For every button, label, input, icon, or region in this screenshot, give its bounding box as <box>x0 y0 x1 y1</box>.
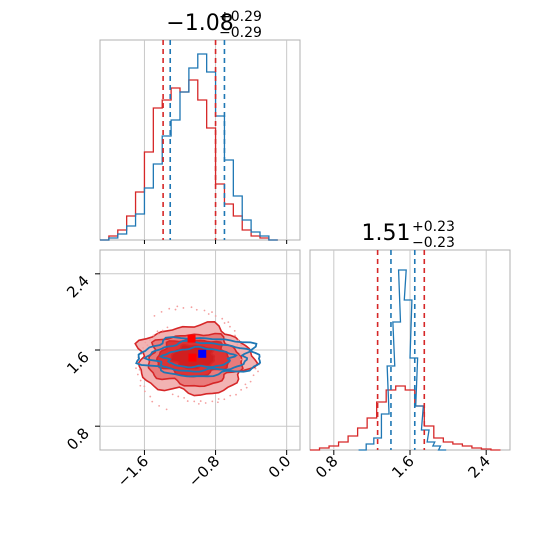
sample-point <box>204 402 207 404</box>
sample-point <box>158 405 161 407</box>
sample-point <box>197 402 200 405</box>
sample-point <box>160 310 163 313</box>
x-tick-label: −1.6 <box>114 452 152 490</box>
sample-point <box>136 373 139 376</box>
sample-point <box>223 398 226 401</box>
x-tick-label: 2.4 <box>464 452 494 482</box>
sample-point <box>227 321 230 324</box>
param2-title-minus: −0.23 <box>412 235 455 251</box>
sample-point <box>139 384 142 387</box>
sample-point <box>240 344 242 347</box>
point-marker <box>188 353 197 362</box>
sample-point <box>252 374 255 377</box>
sample-point <box>236 343 239 346</box>
sample-point <box>149 339 151 342</box>
param1-title-value: −1.08 <box>166 11 233 36</box>
point-marker <box>198 349 207 358</box>
sample-point <box>161 329 164 332</box>
sample-point <box>157 333 160 336</box>
histogram-series-1 <box>358 269 447 451</box>
sample-point <box>207 313 210 315</box>
sample-point <box>146 344 149 347</box>
sample-point <box>199 400 202 402</box>
sample-point <box>229 325 231 328</box>
density-contour-blue <box>135 336 262 378</box>
param1-title-plus: +0.29 <box>219 9 262 25</box>
sample-point <box>235 393 237 396</box>
density-contour-blue <box>143 339 253 373</box>
sample-point <box>168 307 171 310</box>
sample-point <box>257 370 259 373</box>
sample-point <box>229 394 232 397</box>
histogram-series-1 <box>100 53 278 241</box>
sample-point <box>176 305 179 308</box>
sample-point <box>139 379 142 382</box>
param2-title-value: 1.51 <box>362 221 411 246</box>
sample-point <box>186 400 189 402</box>
sample-point <box>171 393 174 396</box>
panel-hist-param1 <box>99 39 301 244</box>
sample-point <box>211 400 214 403</box>
sample-point <box>217 398 220 400</box>
sample-point <box>223 322 226 324</box>
sample-point <box>151 400 154 403</box>
sample-point <box>135 367 137 370</box>
sample-point <box>249 380 252 383</box>
sample-point <box>165 408 168 411</box>
sample-point <box>203 309 206 312</box>
sample-point <box>166 326 169 329</box>
sample-point <box>216 401 219 404</box>
sample-point <box>195 308 198 311</box>
sample-point <box>234 334 236 337</box>
y-tick-label: 0.8 <box>63 424 93 454</box>
sample-point <box>239 358 242 361</box>
histogram-series-0 <box>310 385 501 451</box>
sample-point <box>152 334 155 337</box>
param1-title-minus: −0.29 <box>219 25 262 41</box>
sample-point <box>153 314 156 317</box>
x-tick-label: 0.8 <box>312 452 342 482</box>
sample-point <box>254 367 257 370</box>
sample-point <box>182 307 185 309</box>
sample-point <box>149 395 152 398</box>
density-contour-blue <box>158 345 238 369</box>
sample-point <box>183 396 186 399</box>
sample-point <box>144 341 147 344</box>
sample-point <box>193 400 196 403</box>
y-tick-label: 1.6 <box>63 348 93 378</box>
panel-hist-param2: 0.8 1.6 2.4 <box>309 249 511 482</box>
sample-point <box>240 388 243 391</box>
x-tick-label: 0.0 <box>265 452 295 482</box>
sample-point <box>211 311 213 313</box>
sample-point <box>214 315 217 317</box>
param1-title: −1.08 <box>166 11 233 36</box>
y-tick-label: 2.4 <box>63 272 93 302</box>
x-tick-label: 1.6 <box>388 452 418 482</box>
sample-point <box>177 395 180 398</box>
param2-title-plus: +0.23 <box>412 219 455 235</box>
sample-point <box>237 339 240 342</box>
sample-point <box>245 386 248 389</box>
sample-point <box>143 385 146 388</box>
sample-point <box>239 353 242 356</box>
sample-point <box>233 330 236 332</box>
sample-point <box>244 383 247 386</box>
sample-point <box>190 306 193 309</box>
sample-point <box>142 347 145 349</box>
sample-point <box>138 368 141 371</box>
point-marker <box>187 334 196 343</box>
panel-2d-density: −1.6 −0.8 0.0 0.8 1.6 2.4 <box>63 249 301 491</box>
sample-point <box>221 317 224 320</box>
sample-point <box>143 390 146 393</box>
sample-point <box>156 330 159 333</box>
sample-point <box>174 308 177 311</box>
x-tick-label: −0.8 <box>185 452 223 490</box>
